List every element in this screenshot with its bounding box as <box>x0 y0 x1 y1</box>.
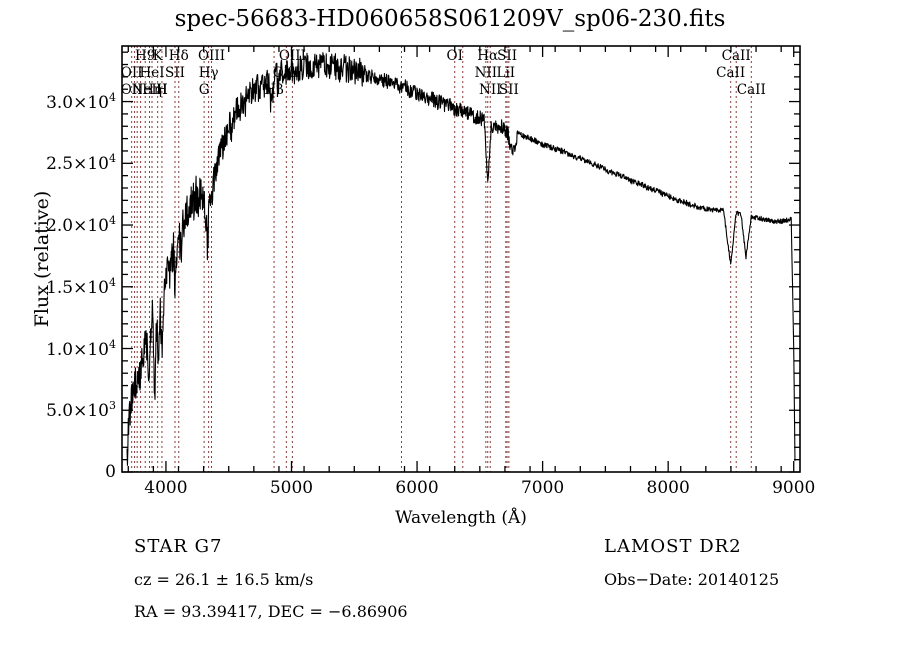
line-id-label-sii-1: SII <box>165 65 185 81</box>
page-title: spec-56683-HD060658S061209V_sp06-230.fit… <box>174 6 726 32</box>
y-tick-label: 3.0×104 <box>46 90 116 113</box>
line-id-label-sii-2: SII <box>497 48 518 64</box>
object-type-label: STAR G7 <box>134 536 223 557</box>
x-tick-label: 7000 <box>520 478 565 498</box>
plot-frame <box>121 45 801 473</box>
line-id-label-oii: OII <box>120 65 143 81</box>
redshift-velocity-label: cz = 26.1 ± 16.5 km/s <box>134 570 314 589</box>
line-id-label-hei-1: HeI <box>139 65 165 81</box>
line-id-label-hd: Hδ <box>168 48 189 64</box>
y-tick-label: 2.5×104 <box>46 152 116 175</box>
x-tick-label: 6000 <box>395 478 439 498</box>
x-tick-label: 4000 <box>144 478 188 498</box>
line-id-label-nii-1: NII <box>474 65 498 81</box>
spectral-line-markers <box>131 46 752 472</box>
line-id-label-oiii-3: OIII <box>278 48 306 64</box>
line-id-label-caii-t1: CaII <box>721 48 751 64</box>
y-axis-tick-labels: 0 5.0×103 1.0×104 1.5×104 2.0×104 2.5×104 3.0×… <box>12 0 116 649</box>
y-tick-label: 2.0×104 <box>46 214 116 236</box>
line-id-label-ha: Hα <box>477 48 499 64</box>
line-id-label-neiii: NeIII <box>131 82 168 98</box>
line-id-label-oi: OI <box>446 48 463 64</box>
line-id-label-h9: H9 <box>135 48 156 64</box>
line-id-label-heta: Hη <box>142 82 162 98</box>
x-tick-label: 5000 <box>269 478 314 498</box>
survey-label: LAMOST DR2 <box>604 536 742 557</box>
observation-date-label: Obs−Date: 20140125 <box>604 570 780 589</box>
line-id-label-sii-3: SII <box>498 82 519 98</box>
x-tick-label: 8000 <box>646 478 690 498</box>
y-tick-label: 5.0×103 <box>46 399 116 422</box>
line-id-label-caii-t2: CaII <box>716 65 746 81</box>
line-id-label-layer: H9 K Hδ OIII OII HeI SII Hγ OIII OIII OII NeIII Hη H G… <box>0 0 900 130</box>
y-tick-label: 0 <box>105 462 116 482</box>
line-id-label-hb: Hβ <box>264 82 284 98</box>
line-id-label-lii: LiI <box>496 65 516 81</box>
y-tick-label: 1.5×104 <box>46 275 116 298</box>
line-id-label-caii-h: H <box>156 82 168 98</box>
x-tick-label: 9000 <box>772 478 816 498</box>
line-id-label-oiii-1: OIII <box>197 48 226 64</box>
line-id-label-caii-k: K <box>152 48 163 64</box>
line-id-label-nii-2: NII <box>479 82 502 98</box>
y-axis-title: Flux (relative) <box>31 190 53 328</box>
line-id-label-caii-t3: CaII <box>736 82 766 98</box>
line-id-label-hg: Hγ <box>198 65 219 81</box>
coordinates-label: RA = 93.39417, DEC = −6.86906 <box>134 602 408 621</box>
line-id-label-oiii-2: OIII <box>272 65 300 81</box>
footer-info: STAR G7 cz = 26.1 ± 16.5 km/s RA = 93.39… <box>0 528 900 648</box>
y-tick-label: 1.0×104 <box>46 337 116 360</box>
spectrum-trace <box>126 52 796 466</box>
x-axis-title: Wavelength (Å) <box>395 508 527 528</box>
line-id-label-g-band: G <box>198 82 210 98</box>
axis-ticks <box>122 46 800 473</box>
line-id-label-oii-2: OII <box>120 82 143 98</box>
